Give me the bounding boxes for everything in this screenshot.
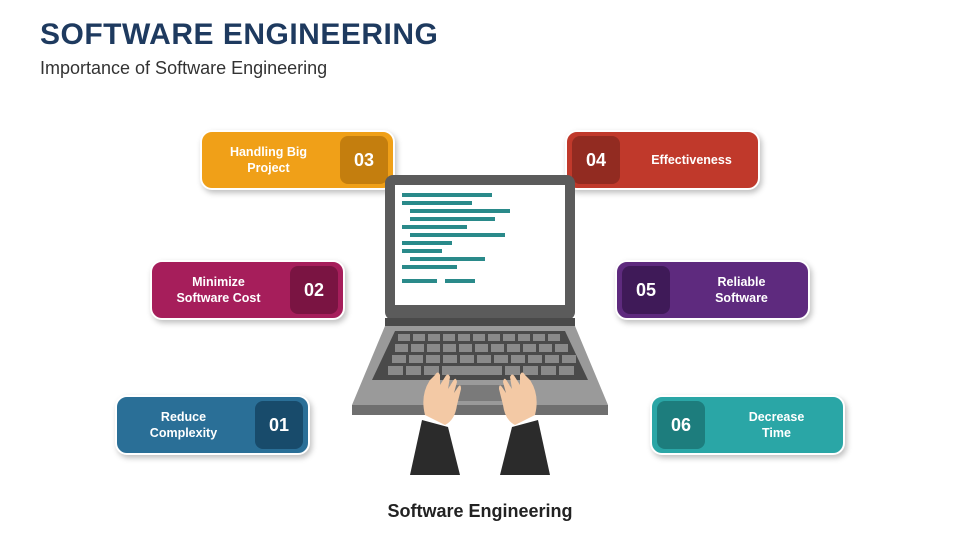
card-label: Reduce Complexity [117,409,250,442]
info-card: Reduce Complexity01 [115,395,310,455]
info-card: 06Decrease Time [650,395,845,455]
info-card: Minimize Software Cost02 [150,260,345,320]
card-number: 01 [255,401,303,449]
card-label: Minimize Software Cost [152,274,285,307]
card-label: Handling Big Project [202,144,335,177]
info-card: 05Reliable Software [615,260,810,320]
card-number: 05 [622,266,670,314]
center-caption: Software Engineering [387,501,572,522]
page-subtitle: Importance of Software Engineering [40,58,327,79]
card-number: 02 [290,266,338,314]
page-title: SOFTWARE ENGINEERING [40,18,438,52]
card-label: Reliable Software [675,274,808,307]
card-label: Effectiveness [625,152,758,168]
card-number: 06 [657,401,705,449]
laptop-illustration [340,175,620,480]
card-label: Decrease Time [710,409,843,442]
